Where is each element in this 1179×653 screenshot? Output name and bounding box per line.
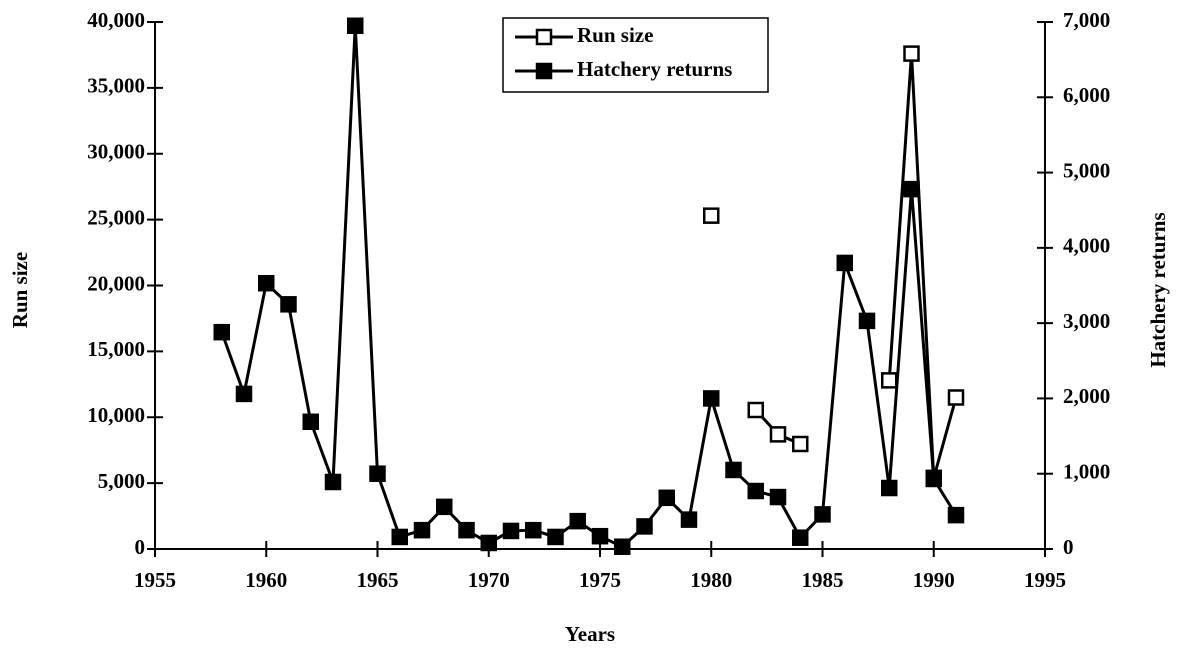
x-tick-label: 1955 — [134, 568, 176, 592]
point — [413, 521, 431, 539]
y2-tick-label: 0 — [1063, 535, 1074, 559]
y-tick-label: 15,000 — [87, 337, 145, 361]
point — [881, 372, 898, 389]
point — [680, 511, 698, 528]
point — [947, 506, 965, 524]
point — [614, 538, 631, 555]
point — [347, 17, 364, 35]
point — [881, 479, 898, 497]
y2-tick-label: 6,000 — [1063, 83, 1110, 107]
point — [369, 465, 386, 482]
y2-tick-label: 4,000 — [1063, 234, 1110, 258]
point — [792, 435, 809, 453]
point — [391, 528, 408, 546]
x-tick-label: 1975 — [579, 568, 621, 592]
point — [814, 506, 831, 523]
point — [502, 522, 520, 540]
y2-tick-label: 2,000 — [1063, 384, 1110, 408]
point — [703, 207, 720, 224]
x-axis-label: Years — [565, 622, 615, 646]
point — [769, 488, 787, 506]
y-tick-label: 35,000 — [87, 74, 145, 98]
y-tick-label: 30,000 — [87, 140, 145, 164]
y-tick-label: 25,000 — [87, 205, 145, 229]
y2-tick-label: 3,000 — [1063, 309, 1110, 333]
point — [703, 390, 720, 407]
point — [235, 385, 253, 403]
point — [436, 498, 453, 516]
series-line — [220, 25, 958, 549]
series-line — [754, 53, 958, 479]
point — [458, 521, 475, 539]
legend-label: Run size — [577, 23, 653, 47]
point — [591, 527, 609, 545]
point — [747, 482, 764, 500]
point — [947, 389, 965, 406]
x-tick-label: 1960 — [245, 568, 287, 592]
point — [324, 473, 342, 491]
x-tick-label: 1985 — [802, 568, 844, 592]
y-axis-label: Run size — [8, 252, 32, 328]
legend-label: Hatchery returns — [577, 57, 732, 81]
point — [525, 521, 542, 539]
point — [747, 401, 764, 419]
point — [903, 180, 920, 198]
point — [480, 534, 497, 552]
y-tick-label: 10,000 — [87, 403, 145, 427]
point — [258, 274, 275, 292]
y-tick-label: 0 — [135, 535, 146, 559]
x-tick-label: 1970 — [468, 568, 510, 592]
y2-tick-label: 7,000 — [1063, 8, 1110, 32]
legend-marker — [535, 62, 553, 80]
point — [925, 470, 942, 488]
point — [725, 461, 742, 479]
y2-axis-label: Hatchery returns — [1146, 212, 1170, 367]
y2-tick-label: 1,000 — [1063, 460, 1110, 484]
point — [569, 512, 586, 530]
legend-marker — [535, 28, 553, 46]
point — [769, 426, 787, 443]
point — [792, 529, 809, 546]
y-tick-label: 20,000 — [87, 271, 145, 295]
y2-tick-label: 5,000 — [1063, 158, 1110, 182]
x-tick-label: 1990 — [913, 568, 955, 592]
point — [280, 296, 297, 313]
point — [547, 528, 564, 546]
point — [302, 413, 319, 431]
point — [636, 518, 653, 535]
point — [836, 254, 853, 272]
point — [903, 45, 920, 62]
y-tick-label: 5,000 — [98, 469, 145, 493]
y-tick-label: 40,000 — [87, 8, 145, 32]
point — [658, 489, 675, 507]
point — [858, 312, 876, 330]
x-tick-label: 1995 — [1024, 568, 1066, 592]
x-tick-label: 1980 — [690, 568, 732, 592]
x-tick-label: 1965 — [357, 568, 399, 592]
point — [213, 323, 230, 341]
